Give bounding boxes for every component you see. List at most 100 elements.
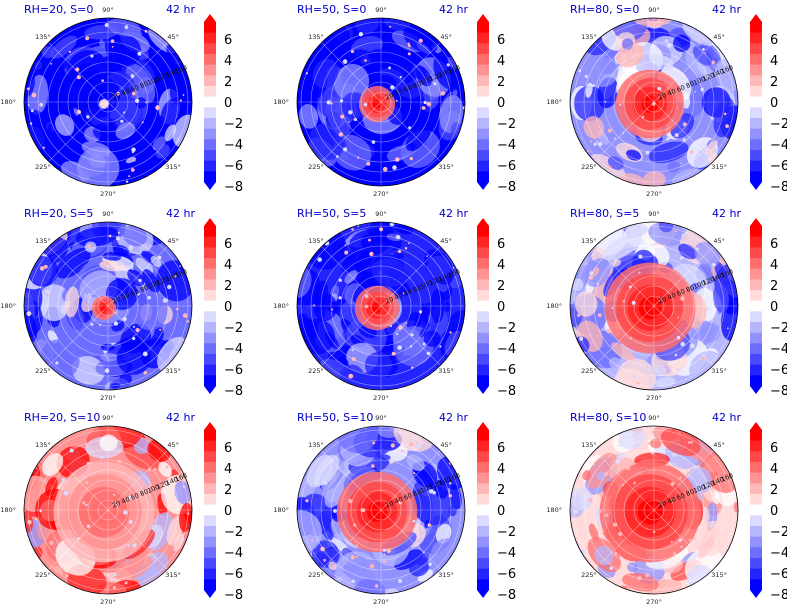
contour-blob [611, 342, 635, 361]
speckle [143, 371, 148, 375]
colorbar-step [204, 96, 216, 108]
colorbar-tick-label: 6 [497, 441, 506, 456]
radial-tick-label: 20 [657, 295, 668, 306]
speckle [88, 293, 91, 296]
colorbar-step [204, 568, 216, 580]
speckle [391, 351, 396, 356]
colorbar-step [477, 107, 489, 119]
grid-spoke [321, 450, 382, 511]
speckle [50, 62, 53, 65]
colorbar-tick-label: −4 [770, 342, 787, 357]
speckle [30, 109, 34, 113]
speckle [397, 345, 403, 350]
speckle [702, 356, 706, 360]
colorbar-step [750, 258, 762, 270]
contour-blob [99, 434, 118, 452]
colorbar-step [477, 568, 489, 580]
speckle [408, 442, 414, 447]
colorbar-step [204, 343, 216, 355]
colorbar-step [477, 462, 489, 474]
colorbar-step [477, 558, 489, 570]
speckle [647, 367, 652, 372]
radial-tick-label: 60 [676, 287, 687, 298]
colorbar-step [204, 462, 216, 474]
contour-blob [53, 565, 64, 575]
speckle [90, 322, 94, 326]
colorbar-step [204, 451, 216, 463]
colorbar-step [477, 364, 489, 376]
polar-plot: 204060801001201401600°45°90°135°180°225°… [546, 6, 739, 198]
speckle [593, 142, 597, 146]
speckle [682, 138, 686, 142]
panel-title: RH=20, S=5 [24, 207, 94, 220]
contour-blob [297, 267, 312, 298]
radial-tick-label: 40 [666, 291, 677, 302]
colorbar-tick-label: 6 [224, 33, 233, 48]
radial-tick-label: 60 [676, 83, 687, 94]
speckle [86, 115, 90, 119]
plot-border [23, 425, 193, 595]
speckle [122, 316, 127, 322]
panel-time: 42 hr [166, 3, 195, 16]
speckle [127, 544, 130, 547]
grid-spoke [107, 305, 168, 366]
colorbar-step [750, 568, 762, 580]
speckle [142, 351, 148, 357]
contour-blob [344, 270, 358, 284]
angle-tick-label: 135° [581, 441, 597, 449]
grid-spoke [107, 450, 168, 511]
colorbar-step [750, 22, 762, 34]
panel-time: 42 hr [712, 207, 741, 220]
colorbar-tick-label: 4 [770, 54, 779, 69]
speckle [87, 244, 91, 248]
colorbar-extend-top [204, 218, 216, 226]
angle-tick-label: 270° [373, 394, 389, 402]
colorbar-step [477, 247, 489, 259]
speckle [666, 137, 670, 141]
speckle [647, 442, 651, 445]
speckle [99, 103, 102, 106]
contour-blob [173, 533, 185, 552]
colorbar-step [750, 322, 762, 334]
angle-tick-label: 315° [165, 571, 181, 579]
colorbar-tick-label: 4 [497, 258, 506, 273]
speckle [421, 106, 426, 110]
speckle [49, 540, 54, 546]
colorbar-step [477, 139, 489, 151]
radial-tick-label: 20 [111, 499, 122, 510]
speckle [597, 141, 603, 147]
grid-spoke [48, 305, 109, 366]
colorbar-extend-bottom [750, 386, 762, 394]
contour-blob [673, 34, 691, 53]
speckle [679, 256, 684, 260]
angle-tick-label: 45° [440, 237, 452, 245]
speckle [693, 266, 698, 271]
speckle [351, 348, 354, 352]
colorbar-step [750, 160, 762, 172]
angle-tick-label: 90° [102, 414, 114, 422]
colorbar-tick-label: 2 [770, 483, 779, 498]
colorbar-tick-label: −4 [497, 138, 517, 153]
colorbar-step [750, 139, 762, 151]
angle-tick-label: 45° [167, 33, 179, 41]
speckle [173, 275, 177, 278]
colorbar-step [204, 258, 216, 270]
colorbar-tick-label: −4 [497, 546, 517, 561]
speckle [128, 175, 131, 178]
colorbar-step [204, 160, 216, 172]
colorbar-tick-label: 6 [770, 441, 779, 456]
contour-blob [377, 426, 399, 438]
colorbar-gradient [750, 218, 762, 394]
speckle [355, 555, 358, 558]
speckle [611, 307, 614, 310]
colorbar-tick-label: 2 [224, 483, 233, 498]
colorbar-tick-label: 2 [497, 75, 506, 90]
radial-tick-label: 80 [685, 80, 696, 91]
speckle [672, 552, 677, 556]
contour-blob [654, 366, 667, 377]
speckle [599, 510, 602, 513]
speckle [619, 103, 621, 106]
panel-time: 42 hr [439, 207, 468, 220]
colorbar-step [477, 332, 489, 344]
colorbar-step [204, 440, 216, 452]
